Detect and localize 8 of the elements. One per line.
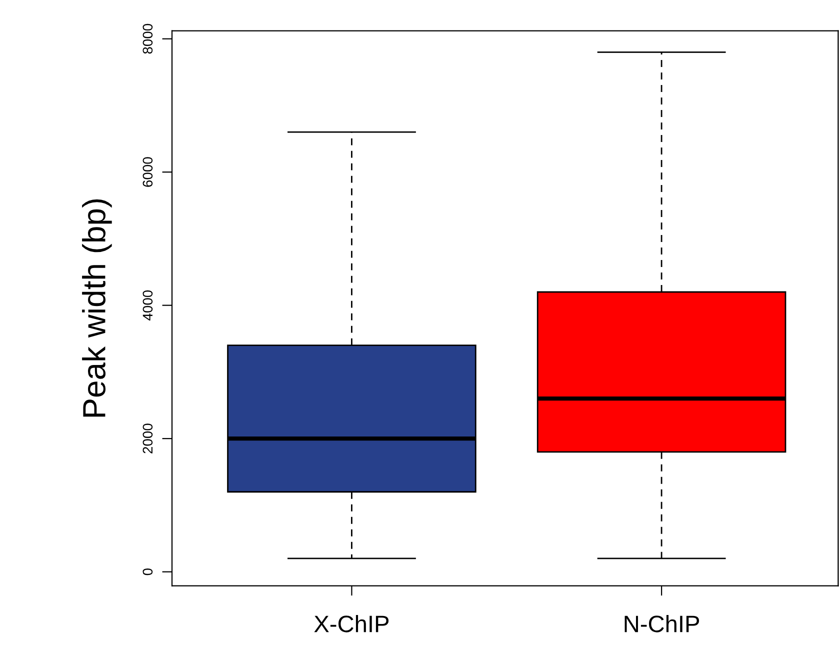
y-axis-title: Peak width (bp) [82, 199, 112, 417]
y-tick-label: 0 [142, 568, 153, 576]
y-tick-label: 8000 [142, 24, 153, 54]
x-tick-label: N-ChIP [624, 614, 700, 632]
y-tick-label: 6000 [142, 157, 153, 187]
y-tick-label: 2000 [142, 424, 153, 454]
x-tick-label: X-ChIP [314, 614, 389, 632]
y-tick-label: 4000 [142, 290, 153, 320]
